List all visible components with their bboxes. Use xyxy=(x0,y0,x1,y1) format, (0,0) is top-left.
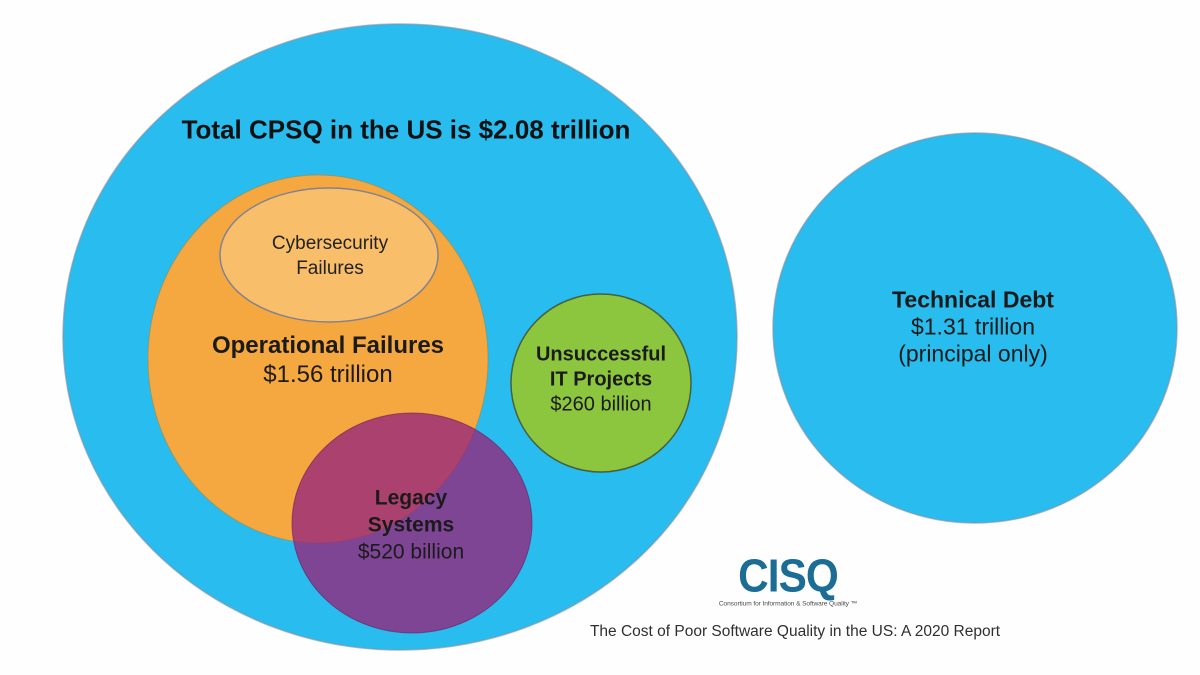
unsuccessful-it-projects-circle xyxy=(510,293,692,473)
legacy-systems-value: $520 billion xyxy=(357,540,465,564)
operational-failures-name: Operational Failures xyxy=(211,332,445,359)
technical-debt-value: $1.31 trillion xyxy=(910,313,1036,340)
unsuccessful-it-projects-value: $260 billion xyxy=(550,393,652,416)
total-cpsq-title: Total CPSQ in the US is $2.08 trillion xyxy=(181,114,631,145)
technical-debt-circle xyxy=(772,132,1178,524)
unsuccessful-it-projects-line2: IT Projects xyxy=(549,368,653,391)
legacy-systems-label: Legacy Systems $520 billion xyxy=(358,485,464,566)
operational-failures-label: Operational Failures $1.56 trillion xyxy=(212,331,444,389)
unsuccessful-it-projects-line1: Unsuccessful xyxy=(535,343,667,366)
cisq-logo-wordmark: CISQ xyxy=(738,549,839,602)
technical-debt-name: Technical Debt xyxy=(892,286,1054,313)
unsuccessful-it-projects-label: Unsuccessful IT Projects $260 billion xyxy=(536,343,666,418)
report-caption: The Cost of Poor Software Quality in the… xyxy=(589,623,1001,640)
cybersecurity-failures-ellipse xyxy=(219,187,439,323)
cybersecurity-failures-label: Cybersecurity Failures xyxy=(272,231,388,281)
technical-debt-note: (principal only) xyxy=(898,340,1048,367)
legacy-systems-circle xyxy=(291,412,533,634)
operational-failures-value: $1.56 trillion xyxy=(263,361,393,388)
cisq-logo-tagline: Consortium for Information & Software Qu… xyxy=(718,600,858,608)
legacy-systems-line1: Legacy xyxy=(374,486,448,510)
technical-debt-label: Technical Debt $1.31 trillion (principal… xyxy=(892,287,1054,368)
cybersecurity-failures-line2: Failures xyxy=(296,258,364,279)
cisq-logo: CISQ Consortium for Information & Softwa… xyxy=(719,553,857,608)
cybersecurity-failures-line1: Cybersecurity xyxy=(271,233,389,254)
legacy-systems-line2: Systems xyxy=(367,513,455,537)
